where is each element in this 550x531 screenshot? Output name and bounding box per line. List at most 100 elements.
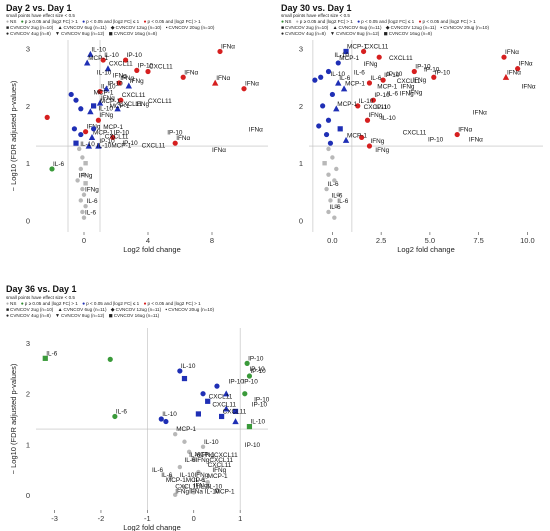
data-point [100, 57, 106, 63]
data-point [327, 140, 334, 146]
y-tick-label: 3 [26, 339, 30, 348]
point-label: IL-10 [101, 84, 116, 91]
data-point [116, 80, 122, 86]
data-point [332, 178, 337, 183]
data-point [336, 192, 341, 197]
annotation-label: IL-10MCP-1 [97, 143, 132, 150]
legend-blue: ●p < 0.05 and |log2 FC| ≤ 1 [82, 301, 140, 307]
point-label: IFNg [85, 187, 99, 194]
x-tick-label: 0 [192, 514, 196, 523]
annotation-label: IL-10 [97, 69, 112, 76]
annotation-label: CXCL11 [397, 78, 421, 85]
point-label: IFNα [507, 69, 521, 76]
data-point [71, 126, 77, 132]
data-point [326, 172, 331, 177]
legend-cohort: ▼CVNCOV 8ug (n=12) [55, 313, 105, 319]
panel-day2: Day 2 vs. Day 1 small points have effect… [0, 0, 275, 254]
legend-ns: ●NS [281, 19, 292, 25]
data-point [134, 67, 140, 73]
legend-cohort: ■CVNCOV 2ug (n=10) [6, 307, 54, 313]
x-tick-label: -3 [51, 514, 58, 523]
point-label: CXCL11 [209, 393, 233, 400]
legend-cohort: ◆CVNCOV 12ug (n=11) [110, 307, 162, 313]
data-point [83, 181, 88, 186]
data-point [78, 166, 84, 172]
annotation-label: CXCL11IL-6 [175, 483, 210, 490]
data-point [83, 204, 88, 209]
data-point [242, 391, 248, 397]
annotation-label: IFNg [212, 467, 226, 474]
annotation-label: IFNg [175, 488, 189, 495]
annotation-label: CXCL11 [389, 55, 413, 62]
chart-day30: 0.0 2.5 5.0 7.5 10.0 0 1 2 3 Log2 fold change CXCL… [299, 40, 543, 254]
data-point [168, 474, 173, 480]
annotation-label: IP-10 [249, 366, 265, 373]
data-point [337, 126, 343, 132]
point-label: MCP-1 [93, 129, 113, 136]
annotation-label: IFNα [473, 110, 487, 117]
data-point [316, 123, 322, 129]
chart-day36: -3 -2 -1 0 1 0 1 2 3 Log2 fold change − Log10 (FDR… [9, 328, 270, 531]
data-point [376, 54, 382, 60]
panel-title: Day 30 vs. Day 1 [281, 3, 352, 13]
chart-day2: 0 4 8 0 1 2 3 Log2 fold change − Log10 (FDR adju… [9, 40, 268, 254]
point-label: IL-6 [328, 181, 339, 188]
point-label: IL-10 [250, 419, 265, 426]
data-point [110, 134, 116, 141]
y-tick-label: 2 [26, 102, 30, 111]
data-point [312, 77, 318, 83]
y-tick-label: 0 [299, 217, 303, 226]
data-point [323, 131, 330, 138]
annotation-label: IFNg [113, 72, 127, 79]
data-point [97, 88, 103, 95]
annotation-label: IP-10 [252, 401, 268, 408]
y-tick-label: 1 [299, 159, 303, 168]
data-point [80, 209, 85, 215]
legend-cohort: ■CVNCOV 2ug (n=10) [6, 25, 54, 31]
data-point [81, 192, 87, 197]
x-tick-label: 10.0 [520, 236, 535, 245]
point-label: IL-6 [337, 198, 348, 205]
annotation-label: IP-10 [242, 379, 258, 386]
legend-cohort: ●CVNCOV 4ug (n=8) [6, 313, 51, 319]
legend: small points have effect size < 0.5 ●NS … [6, 295, 217, 319]
annotation-label: IFNα [212, 147, 226, 154]
data-point [205, 398, 211, 404]
data-point [95, 117, 101, 123]
point-label: IFNα [245, 81, 259, 88]
annotation-label: MCP-1 [103, 124, 123, 131]
legend-red: ●p < 0.05 and |log2 FC| > 1 [143, 301, 201, 307]
data-point [217, 48, 223, 55]
point-label: CXCL11 [119, 101, 143, 108]
point-label: IFNg [120, 75, 134, 82]
legend-ns: ●NS [6, 301, 17, 307]
data-point [104, 65, 112, 72]
annotation-label: IP-10 [245, 442, 261, 449]
data-point [343, 48, 349, 55]
y-axis-label: − Log10 (FDR adjusted p-values) [9, 80, 18, 191]
data-point [212, 79, 219, 86]
data-point [334, 166, 339, 172]
legend-blue: ●p < 0.05 and |log2 FC| ≤ 1 [357, 19, 415, 25]
point-label: CXCL11 [365, 43, 389, 50]
point-label: IFNg [369, 112, 383, 119]
data-point [366, 143, 373, 149]
data-point [80, 186, 85, 192]
legend: small points have effect size < 0.5 ●NS … [281, 13, 492, 37]
data-point [85, 142, 92, 149]
annotation-label: IL-6 IFNg [387, 91, 414, 98]
annotation-label: CXCL11 [212, 401, 236, 408]
data-point [219, 413, 225, 420]
point-label: IL-6 [339, 75, 350, 82]
point-label: IFNα [505, 49, 519, 56]
legend-cohort: ●CVNCOV 4ug (n=8) [6, 31, 51, 37]
point-label: MCP-1 [176, 426, 196, 433]
data-point [118, 97, 124, 103]
data-point [223, 405, 230, 412]
annotation-label: IFNg [401, 84, 415, 91]
x-tick-label: 7.5 [473, 236, 483, 245]
annotation-label: IL-10 [98, 105, 113, 112]
data-point [182, 439, 187, 444]
point-label: IFNα [216, 75, 230, 82]
x-tick-label: 0.0 [327, 236, 337, 245]
